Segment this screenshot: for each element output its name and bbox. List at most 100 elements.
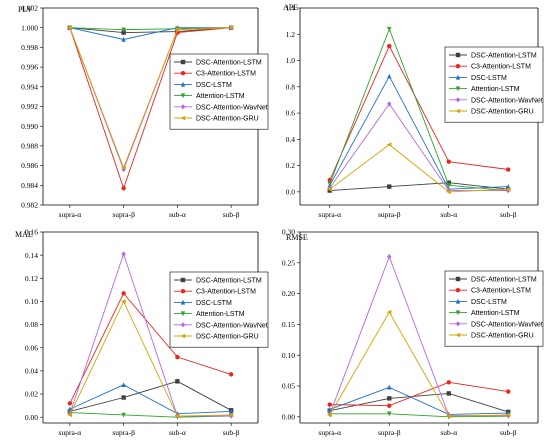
legend-marker	[180, 277, 186, 283]
legend-marker	[455, 108, 461, 114]
series-line	[69, 380, 232, 412]
y-tick-label: 0.15	[282, 320, 295, 329]
x-tick-label: supra-β	[112, 428, 135, 437]
y-tick-label: 0.10	[25, 297, 38, 306]
x-tick-label: sub-β	[223, 210, 240, 219]
legend-label: DSC-LSTM	[196, 82, 232, 89]
chart-panel-ape: APE 0.0 0.2 0.4 0.6 0.8 1.0 1.2 1.4 supra-α supra-…	[283, 3, 544, 219]
series-dsc-attention-gru	[327, 142, 511, 195]
y-tick-label: 0.6	[286, 109, 296, 118]
chart-panel-plv: PLV 0.982 0.984 0.986 0.988 0.990 0.992 0.994 0.…	[18, 4, 269, 219]
y-tick-label: 0.998	[21, 43, 38, 52]
y-tick-label: 1.000	[21, 23, 38, 32]
x-tick-label: supra-α	[318, 210, 341, 219]
y-tick-label: 0.4	[286, 135, 296, 144]
legend-marker	[180, 299, 186, 305]
series-line	[69, 27, 232, 34]
y-tick-label: 0.02	[25, 390, 38, 399]
legend-label: DSC-Attention-GRU	[471, 109, 534, 116]
series-dsc-lstm	[327, 384, 511, 417]
y-tick-label: 1.2	[286, 30, 296, 39]
legend-label: DSC-Attention-GRU	[196, 334, 259, 341]
legend-marker	[455, 63, 461, 69]
x-tick-label: sub-α	[169, 428, 186, 437]
data-point	[506, 167, 511, 172]
legend-label: C3-Attention-LSTM	[471, 288, 531, 295]
data-point	[121, 291, 126, 296]
series-line	[329, 182, 509, 192]
data-point	[387, 396, 392, 401]
y-tick-label: 0.984	[21, 181, 38, 190]
series-line	[69, 27, 232, 169]
data-point	[175, 354, 180, 360]
legend-marker	[180, 71, 186, 76]
y-tick-label: 0.992	[21, 102, 38, 111]
legend-label: DSC-LSTM	[471, 299, 507, 306]
legend-label: DSC-Attention-LSTM	[196, 60, 262, 67]
legend-label: DSC-LSTM	[471, 75, 507, 82]
data-point	[228, 408, 234, 414]
data-point	[446, 414, 451, 419]
series-dsc-attention-gru	[67, 299, 234, 419]
series-line	[329, 392, 509, 413]
y-tick-label: 0.08	[25, 320, 38, 329]
legend-box	[169, 271, 269, 348]
series-line	[69, 292, 232, 404]
y-tick-label: 0.0	[286, 187, 296, 196]
series-dsc-attention-lstm	[67, 379, 234, 414]
legend-label: DSC-Attention-GRU	[196, 116, 259, 123]
data-point	[121, 299, 126, 304]
series-line	[69, 27, 232, 40]
series-dsc-lstm	[67, 25, 234, 42]
data-point	[387, 254, 392, 260]
data-point	[387, 184, 392, 189]
series-line	[69, 27, 232, 190]
data-point	[386, 142, 392, 147]
y-tick-label: 1.0	[286, 56, 296, 65]
y-tick-label: 0.12	[25, 274, 38, 283]
legend-marker	[180, 115, 186, 121]
y-tick-label: 0.10	[282, 351, 295, 360]
series-line	[69, 252, 232, 417]
data-point	[505, 187, 511, 192]
legend-label: DSC-Attention-LSTM	[471, 53, 537, 60]
series-c3-attention-lstm	[327, 380, 511, 408]
chart-panel-mae: MAE 0.00 0.02 0.04 0.06 0.08 0.10 0.12 0.14 0.16 s…	[15, 228, 269, 437]
legend: DSC-Attention-LSTM C3-Attention-LSTM DSC-L…	[444, 46, 544, 123]
legend-label: DSC-Attention-GRU	[471, 333, 534, 340]
x-tick-label: sub-β	[500, 428, 517, 437]
data-point	[175, 379, 180, 384]
series-line	[69, 412, 232, 418]
legend-marker	[180, 311, 186, 317]
legend-marker	[455, 321, 461, 327]
data-point	[228, 412, 234, 418]
data-point	[387, 403, 392, 408]
y-tick-label: 0.14	[25, 251, 38, 260]
legend-label: Attention-LSTM	[196, 93, 245, 100]
data-point	[121, 251, 126, 257]
data-point	[446, 189, 451, 195]
y-tick-label: 0.20	[282, 289, 295, 298]
y-tick-label: 0.16	[25, 228, 38, 237]
legend-marker	[455, 310, 461, 316]
legend-label: C3-Attention-LSTM	[471, 64, 531, 71]
data-point	[174, 27, 180, 32]
series-dsc-attention-gru	[67, 25, 234, 170]
data-point	[387, 26, 392, 32]
legend-box	[444, 270, 544, 347]
data-point	[67, 25, 73, 30]
series-line	[329, 413, 509, 418]
data-point	[387, 73, 392, 79]
legend-label: DSC-LSTM	[196, 300, 232, 307]
legend-marker	[180, 289, 186, 294]
legend-marker	[455, 298, 461, 304]
series-line	[69, 384, 232, 415]
y-tick-label: 0.986	[21, 161, 38, 170]
data-point	[327, 402, 332, 407]
data-point	[327, 412, 332, 418]
legend: DSC-Attention-LSTM C3-Attention-LSTM DSC-L…	[169, 53, 269, 130]
data-point	[387, 411, 392, 417]
legend-box	[169, 53, 269, 130]
series-line	[329, 45, 509, 181]
